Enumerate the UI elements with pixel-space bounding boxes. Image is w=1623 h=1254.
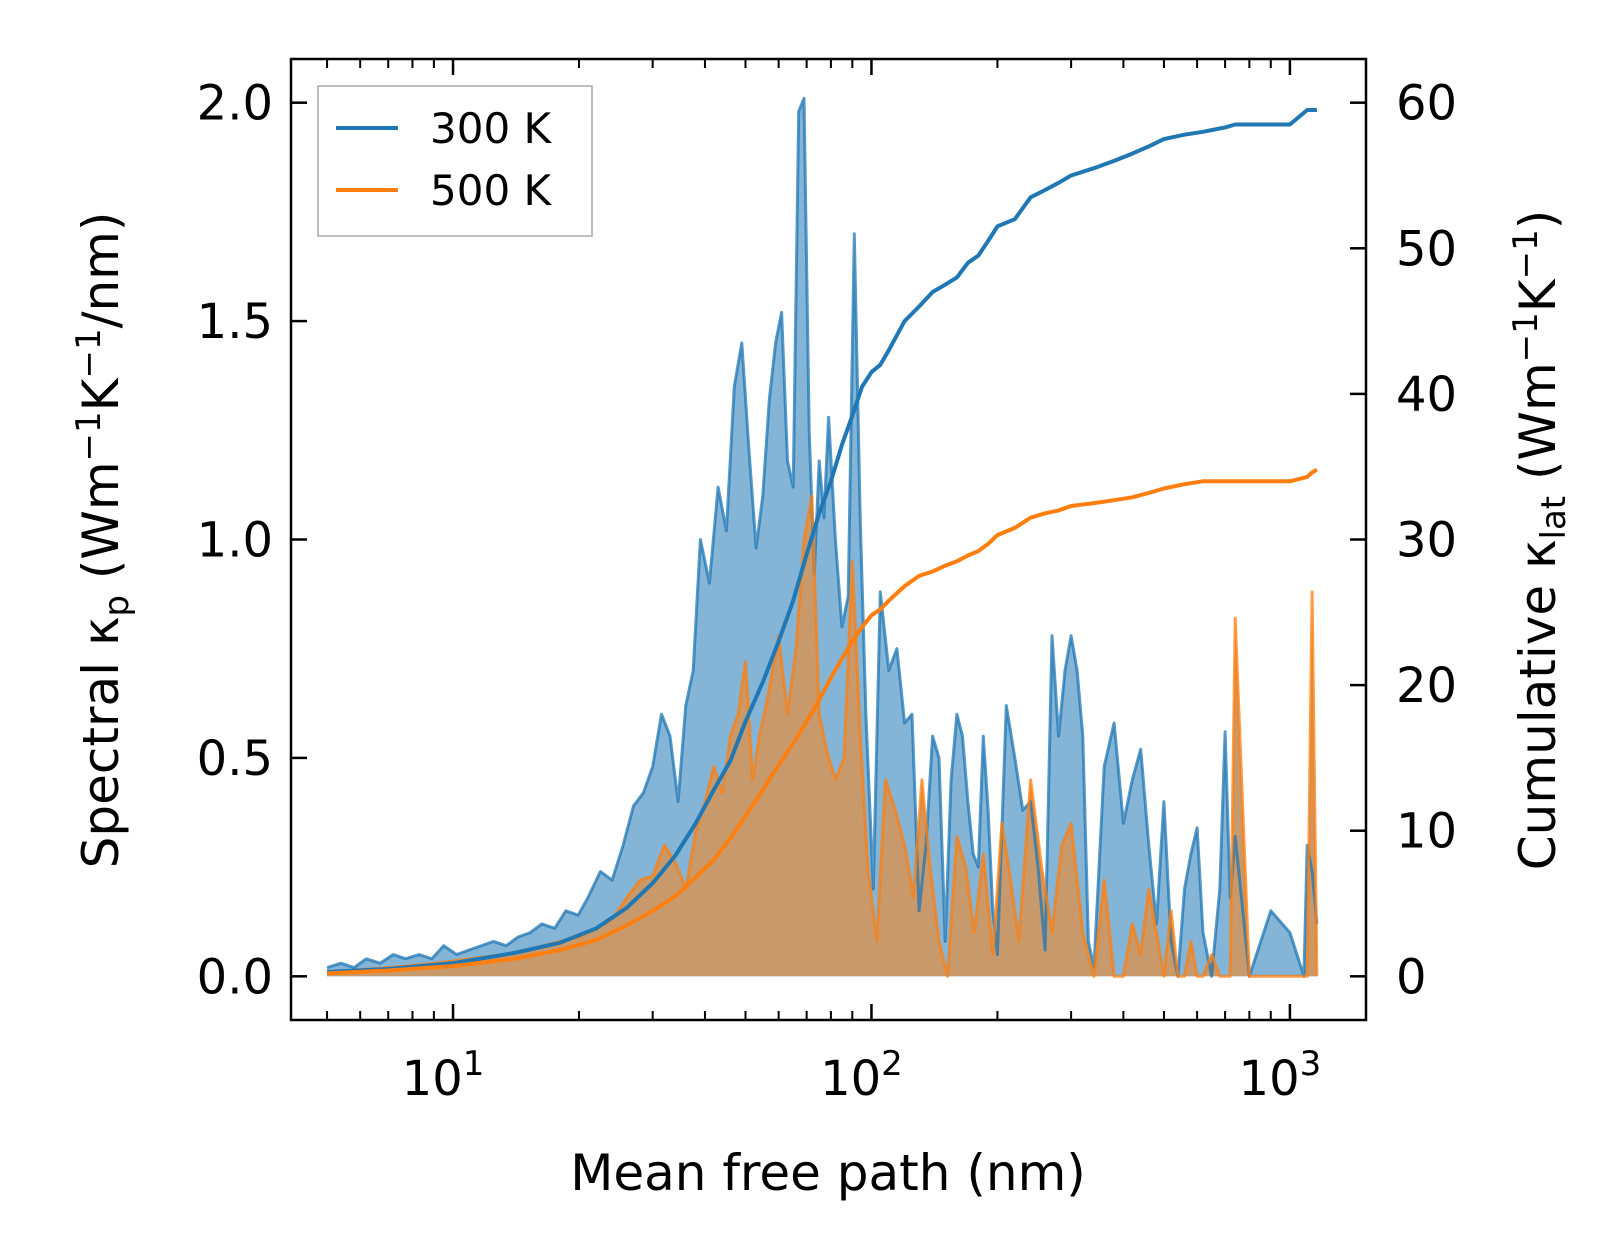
legend: 300 K 500 K: [317, 85, 593, 237]
left-label-sup1: −1: [69, 411, 109, 461]
x-tick-label: 102: [820, 1044, 903, 1107]
y-left-tick-label: 2.0: [197, 76, 273, 132]
cumulative-line-500k: [327, 467, 1318, 976]
plot-area: [326, 96, 1319, 978]
plot-frame: [289, 57, 1368, 1022]
legend-box: [317, 85, 593, 237]
y-left-tick-label: 1.0: [197, 513, 273, 569]
spectral-line-500k: [327, 494, 1319, 978]
left-label-pre: Spectral κ: [72, 617, 130, 869]
x-tick-base: 10: [402, 1051, 463, 1107]
left-label-k: K: [72, 377, 130, 411]
left-label-post: /nm): [72, 212, 130, 329]
x-tick-base: 10: [820, 1051, 881, 1107]
x-tick-base: 10: [1239, 1051, 1300, 1107]
y-axis-title-right: Cumulative κlat (Wm−1K−1): [1506, 210, 1574, 870]
right-label-sub: lat: [1534, 496, 1574, 540]
x-tick-exponent: 1: [463, 1044, 485, 1084]
right-label-k: K: [1509, 278, 1567, 312]
y-right-tick-label: 50: [1396, 221, 1457, 277]
x-tick-label: 101: [402, 1044, 485, 1107]
y-right-tick-label: 10: [1396, 804, 1457, 860]
right-label-mid: (Wm: [1509, 362, 1567, 496]
spectral-line-300k: [326, 96, 1319, 978]
y-left-tick-label: 0.0: [197, 949, 273, 1005]
x-tick-label: 103: [1239, 1044, 1322, 1107]
left-label-mid: (Wm: [72, 461, 130, 595]
y-left-tick-label: 0.5: [197, 731, 273, 787]
y-right-tick-label: 30: [1396, 513, 1457, 569]
left-label-sup2: −1: [69, 328, 109, 378]
spectral-area-500k: [327, 495, 1317, 977]
right-label-pre: Cumulative κ: [1509, 539, 1567, 870]
y-right-tick-label: 0: [1396, 949, 1427, 1005]
y-right-tick-label: 40: [1396, 367, 1457, 423]
legend-label-500k: 500 K: [430, 166, 553, 215]
right-label-sup2: −1: [1506, 229, 1546, 279]
right-label-sup1: −1: [1506, 312, 1546, 362]
spectral-area-300k: [327, 98, 1317, 977]
y-left-tick-label: 1.5: [197, 294, 273, 350]
left-label-sub: p: [97, 595, 137, 617]
right-label-post: ): [1509, 210, 1567, 230]
y-right-tick-label: 60: [1396, 76, 1457, 132]
legend-label-300k: 300 K: [430, 104, 553, 153]
cumulative-line-300k: [327, 108, 1317, 974]
y-right-tick-label: 20: [1396, 658, 1457, 714]
x-tick-exponent: 2: [881, 1044, 903, 1084]
y-axis-title-left: Spectral κp (Wm−1K−1/nm): [69, 212, 137, 869]
x-tick-exponent: 3: [1300, 1044, 1322, 1084]
x-axis-title: Mean free path (nm): [570, 1144, 1086, 1202]
